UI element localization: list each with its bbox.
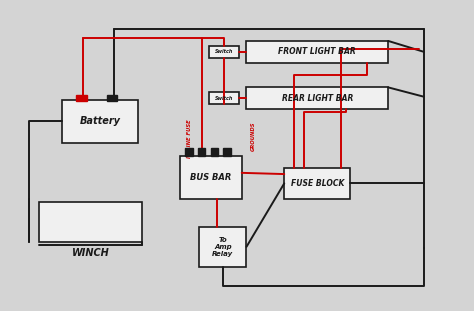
Bar	[246, 87, 388, 109]
Text: FRONT LIGHT BAR: FRONT LIGHT BAR	[278, 47, 356, 56]
Bar	[107, 95, 117, 101]
Bar	[210, 148, 218, 156]
Bar	[185, 148, 192, 156]
Text: Battery: Battery	[80, 116, 120, 127]
Text: To
Amp
Relay: To Amp Relay	[212, 237, 234, 257]
Bar	[284, 168, 350, 199]
Bar	[223, 148, 231, 156]
Text: IN LINE FUSE: IN LINE FUSE	[188, 119, 192, 158]
Text: WINCH: WINCH	[72, 248, 109, 258]
Text: FUSE BLOCK: FUSE BLOCK	[291, 179, 344, 188]
Bar	[199, 227, 246, 267]
Bar	[38, 202, 143, 242]
Bar	[62, 100, 138, 143]
Text: Switch: Switch	[215, 49, 233, 54]
Text: REAR LIGHT BAR: REAR LIGHT BAR	[282, 94, 353, 103]
Bar	[209, 46, 239, 58]
Bar	[180, 156, 242, 199]
Bar	[198, 148, 205, 156]
Bar	[246, 41, 388, 63]
Text: BUS BAR: BUS BAR	[191, 173, 232, 182]
Text: GROUNDS: GROUNDS	[251, 122, 256, 151]
Bar	[76, 95, 87, 101]
Bar	[209, 92, 239, 104]
Text: Switch: Switch	[215, 96, 233, 101]
